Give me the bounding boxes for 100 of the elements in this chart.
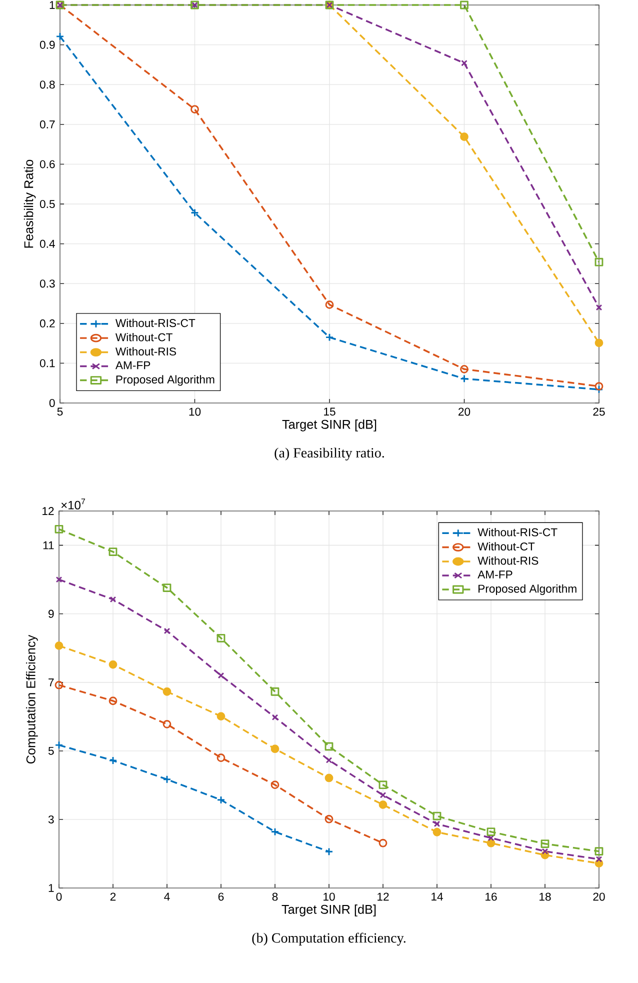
x-tick-label: 4 — [164, 892, 170, 900]
point — [378, 838, 388, 848]
y-tick-label: 11 — [43, 541, 54, 550]
point — [272, 714, 278, 721]
point — [110, 596, 116, 603]
x-tick-label: 16 — [486, 892, 497, 901]
point — [324, 814, 334, 824]
point — [378, 780, 388, 790]
legend-label: Without-RIS-CT — [115, 318, 196, 328]
y-tick-label: 0.4 — [40, 240, 55, 248]
point — [218, 672, 224, 679]
point — [460, 374, 468, 383]
legend-label: AM-FP — [478, 570, 512, 578]
y-tick-label: 1 — [50, 1, 55, 9]
point — [460, 132, 468, 141]
y-tick-label: 0.7 — [40, 120, 55, 128]
point — [108, 660, 118, 669]
x-axis-title: Target SINR [dB] — [282, 904, 376, 916]
point — [378, 800, 388, 809]
point — [486, 838, 496, 848]
point — [216, 796, 226, 804]
point — [56, 32, 64, 41]
y-tick-label: 0.3 — [40, 280, 55, 288]
point — [270, 828, 280, 836]
point — [486, 828, 496, 836]
point — [594, 382, 604, 390]
legend-label: Proposed Algorithm — [478, 584, 576, 595]
point — [216, 634, 226, 642]
point — [596, 856, 602, 862]
y-tick-label: 0.9 — [40, 40, 55, 49]
point — [432, 812, 442, 820]
point — [270, 687, 280, 696]
point — [216, 712, 226, 720]
point — [325, 333, 334, 342]
x-tick-label: 12 — [378, 892, 389, 901]
x-tick-label: 2 — [110, 892, 116, 901]
legend-label: AM-FP — [115, 361, 150, 370]
y-tick-label: 0.8 — [40, 80, 55, 89]
point — [434, 820, 440, 828]
legend-label: Without-RIS — [115, 347, 176, 356]
x-tick-label: 20 — [458, 408, 470, 416]
legend-label: Proposed Algorithm — [116, 375, 214, 386]
y-axis-title: Computation Efficiency — [26, 634, 38, 764]
x-tick-label: 6 — [218, 892, 224, 901]
point — [325, 300, 334, 309]
x-tick-label: 14 — [432, 892, 443, 900]
point — [162, 775, 172, 784]
y-tick-label: 0.5 — [40, 200, 55, 208]
point — [190, 208, 199, 217]
y-tick-label: 0.6 — [40, 160, 55, 168]
point — [108, 696, 118, 706]
text: (a) Feasibility ratio. — [274, 448, 384, 460]
x-tick-label: 15 — [324, 408, 336, 416]
point — [162, 584, 172, 592]
x-tick-label: 10 — [189, 408, 201, 416]
point — [54, 641, 64, 650]
x-tick-label: 10 — [324, 892, 335, 901]
x-tick-label: 20 — [593, 892, 605, 901]
y-tick-label: 7 — [48, 678, 54, 686]
point — [596, 304, 602, 311]
text: (b) Computation efficiency. — [252, 932, 406, 946]
y-tick-label: 0.1 — [40, 359, 55, 368]
point — [540, 840, 550, 848]
point — [324, 774, 334, 782]
x-tick-label: 25 — [593, 408, 605, 416]
point — [594, 338, 604, 348]
point — [164, 628, 170, 634]
point — [108, 756, 118, 765]
y-axis-title: Feasibility Ratio — [24, 160, 36, 248]
point — [270, 780, 280, 790]
point — [54, 740, 64, 750]
point — [54, 680, 64, 690]
x-tick-label: 8 — [272, 892, 278, 901]
legend-label: Without-RIS-CT — [478, 528, 558, 536]
point — [162, 720, 172, 728]
point — [380, 792, 386, 798]
point — [461, 60, 468, 66]
y-tick-label: 9 — [48, 610, 54, 618]
legend-label: Without-RIS — [478, 556, 538, 565]
point — [460, 0, 468, 10]
point — [270, 744, 280, 754]
point — [594, 847, 604, 856]
point — [594, 385, 604, 394]
point — [108, 548, 118, 556]
point — [324, 847, 334, 856]
point — [162, 687, 172, 696]
point — [460, 364, 468, 374]
point — [56, 576, 62, 583]
y-tick-label: 0 — [49, 398, 55, 408]
point — [326, 756, 332, 764]
y-tick-label: 3 — [48, 815, 54, 824]
point — [432, 828, 442, 836]
point — [324, 742, 334, 751]
point — [542, 848, 548, 855]
y-tick-label: 12 — [42, 507, 54, 515]
text: ×10$^{7}$ — [61, 498, 86, 510]
point — [54, 524, 64, 534]
y-tick-label: 5 — [48, 746, 54, 755]
x-axis-title: Target SINR [dB] — [282, 420, 376, 432]
y-tick-label: 1 — [48, 884, 54, 892]
